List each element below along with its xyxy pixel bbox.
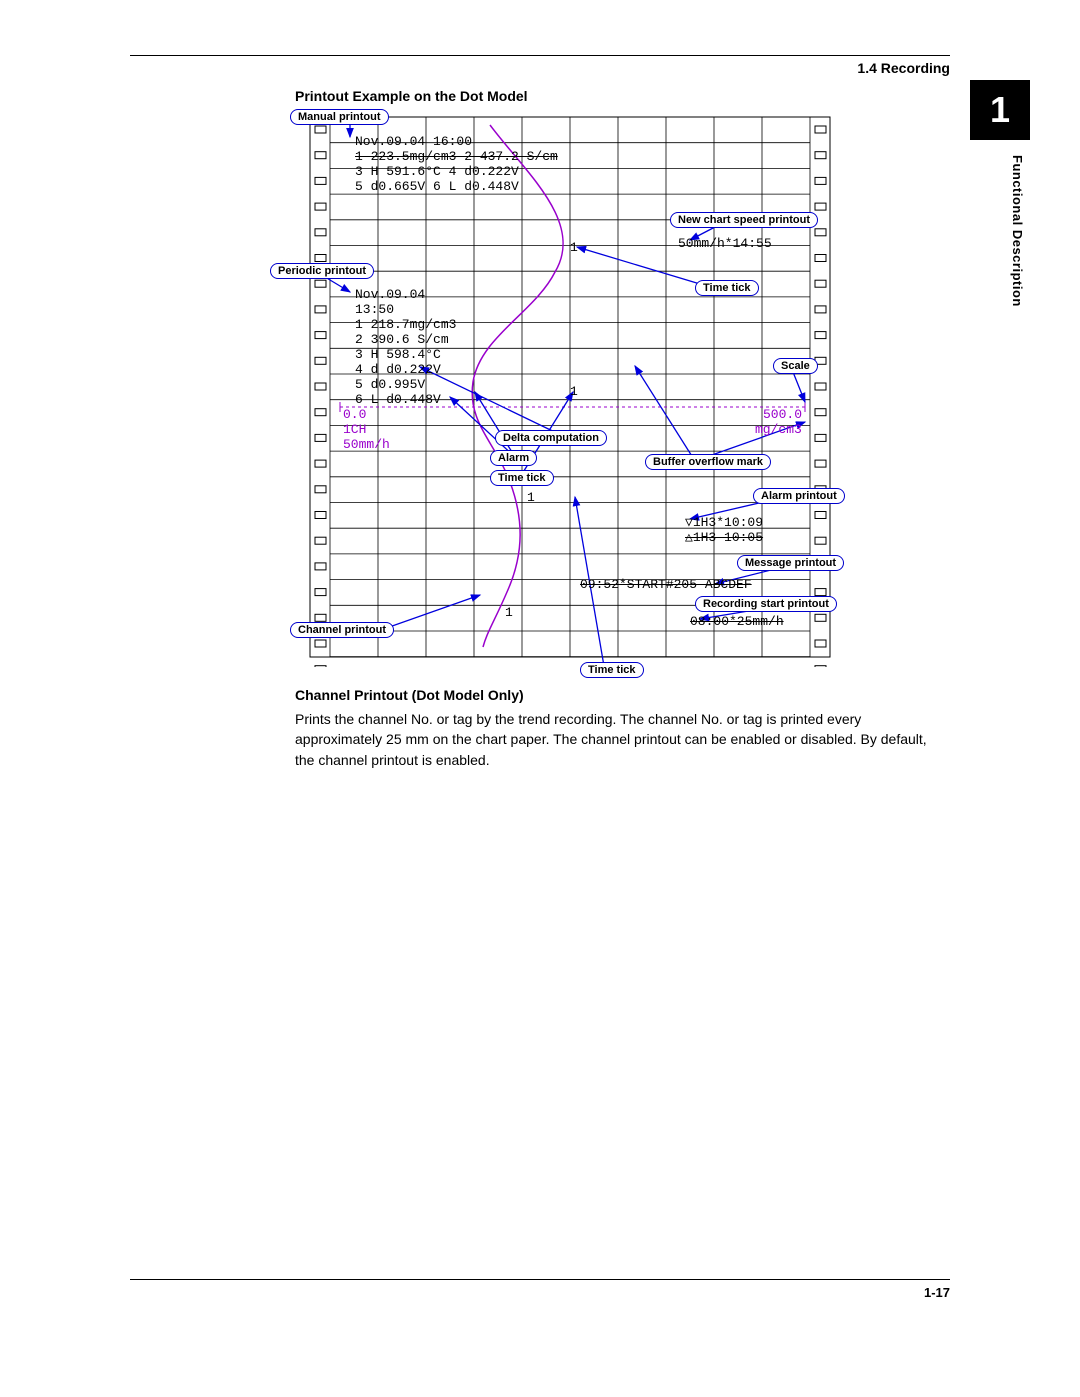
header-rule: [130, 55, 950, 56]
manual-row-2: 5 d0.665V 6 L d0.448V: [355, 179, 519, 194]
tick-4: 1: [505, 605, 513, 620]
recstart-text: 08:00*25mm/h: [690, 614, 784, 629]
manual-row-1: 3 H 591.6°C 4 d0.222V: [355, 164, 519, 179]
scale-speed: 50mm/h: [343, 437, 390, 452]
periodic-row-3: 4 d d0.222V: [355, 362, 441, 377]
callout-recstart: Recording start printout: [695, 596, 837, 612]
periodic-row-1: 2 390.6 S/cm: [355, 332, 449, 347]
manual-date: Nov.09.04 16:00: [355, 134, 472, 149]
callout-periodic: Periodic printout: [270, 263, 374, 279]
body-title: Channel Printout (Dot Model Only): [295, 687, 935, 703]
alarm-1: ▽1H3*10:09: [685, 515, 763, 530]
scale-unit: mg/cm3: [755, 422, 802, 437]
periodic-row-4: 5 d0.995V: [355, 377, 425, 392]
page-content: 1.4 Recording 1 Functional Description P…: [130, 55, 950, 770]
body-text: Prints the channel No. or tag by the tre…: [295, 709, 935, 770]
callout-buffer: Buffer overflow mark: [645, 454, 771, 470]
scale-ch: 1CH: [343, 422, 366, 437]
chapter-number-box: 1: [970, 80, 1030, 140]
callout-channel: Channel printout: [290, 622, 394, 638]
chapter-number: 1: [990, 89, 1010, 131]
scale-low: 0.0: [343, 407, 366, 422]
printout-diagram: Nov.09.04 16:00 1 223.5mg/cm3 2 437.2 S/…: [295, 112, 845, 667]
callout-delta: Delta computation: [495, 430, 607, 446]
tick-1: 1: [570, 240, 578, 255]
section-title: Printout Example on the Dot Model: [295, 88, 950, 104]
callout-msgprint: Message printout: [737, 555, 844, 571]
callout-scale: Scale: [773, 358, 818, 374]
alarm-2: △1H3 10:05: [685, 530, 763, 545]
side-tab-label: Functional Description: [1010, 155, 1025, 307]
message-text: 09:52*START#205 ABCDEF: [580, 577, 752, 592]
callout-timetick-3: Time tick: [580, 662, 644, 678]
footer-rule: [130, 1279, 950, 1280]
periodic-row-2: 3 H 598.4°C: [355, 347, 441, 362]
tick-3: 1: [527, 490, 535, 505]
callout-manual: Manual printout: [290, 109, 389, 125]
periodic-row-5: 6 L d0.448V: [355, 392, 441, 407]
section-ref: 1.4 Recording: [130, 60, 950, 76]
body-section: Channel Printout (Dot Model Only) Prints…: [295, 687, 935, 770]
callout-alarm: Alarm: [490, 450, 537, 466]
manual-row-0: 1 223.5mg/cm3 2 437.2 S/cm: [355, 149, 558, 164]
callout-timetick-2: Time tick: [490, 470, 554, 486]
periodic-date: Nov.09.04: [355, 287, 425, 302]
scale-high: 500.0: [763, 407, 802, 422]
callout-timetick-1: Time tick: [695, 280, 759, 296]
callout-speed: New chart speed printout: [670, 212, 818, 228]
tick-2: 1: [570, 384, 578, 399]
page-number: 1-17: [924, 1285, 950, 1300]
callout-alarmprint: Alarm printout: [753, 488, 845, 504]
periodic-row-0: 1 218.7mg/cm3: [355, 317, 456, 332]
periodic-time: 13:50: [355, 302, 394, 317]
speed-text: 50mm/h*14:55: [678, 236, 772, 251]
